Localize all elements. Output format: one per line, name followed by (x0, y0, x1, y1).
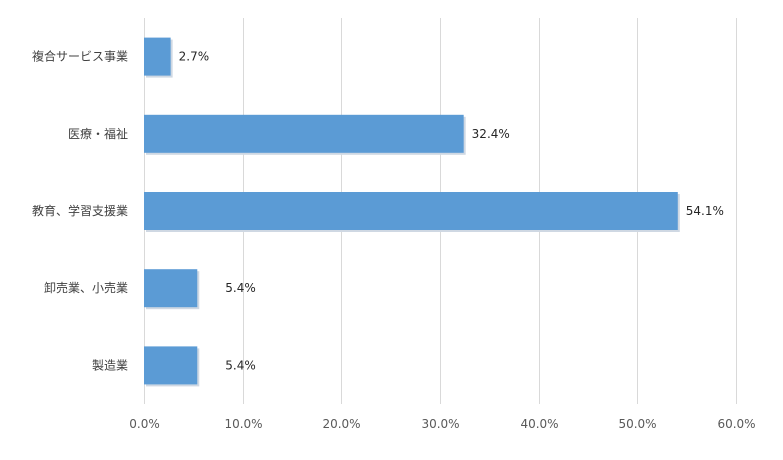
category-label: 教育、学習支援業 (32, 203, 128, 218)
data-label: 5.4% (225, 358, 256, 372)
bars (144, 37, 680, 387)
x-tick-label: 40.0% (520, 417, 558, 431)
category-label: 複合サービス事業 (32, 49, 128, 64)
data-label: 32.4% (472, 127, 510, 141)
bar (144, 346, 198, 385)
x-tick-label: 0.0% (129, 417, 160, 431)
bar (144, 37, 171, 76)
x-tick-label: 10.0% (224, 417, 262, 431)
x-tick-label: 60.0% (717, 417, 755, 431)
bar (144, 114, 464, 153)
data-label: 5.4% (225, 281, 256, 295)
bar (144, 269, 198, 308)
data-labels: 2.7% 32.4% 54.1% 5.4% 5.4% (179, 50, 724, 373)
category-label: 卸売業、小売業 (44, 280, 128, 295)
value-axis: 0.0% 10.0% 20.0% 30.0% 40.0% 50.0% 60.0% (129, 417, 755, 431)
x-tick-label: 20.0% (322, 417, 360, 431)
category-label: 医療・福祉 (68, 126, 128, 141)
data-label: 2.7% (179, 50, 210, 64)
x-tick-label: 50.0% (618, 417, 656, 431)
data-label: 54.1% (686, 204, 724, 218)
bar (144, 192, 678, 230)
x-tick-label: 30.0% (421, 417, 459, 431)
category-label: 製造業 (92, 358, 128, 372)
